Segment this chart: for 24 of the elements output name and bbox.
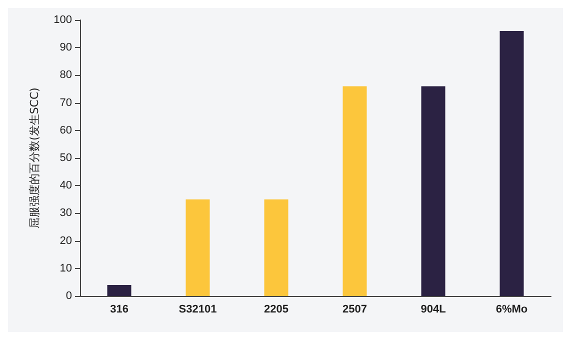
x-tick-label: 904L xyxy=(420,304,446,316)
bar xyxy=(264,199,288,296)
x-tick-label: 316 xyxy=(110,304,128,316)
y-tick-label: 70 xyxy=(60,96,72,109)
y-tick-label: 30 xyxy=(60,207,72,220)
y-tick-label: 60 xyxy=(60,124,72,136)
bar xyxy=(342,86,367,296)
y-axis-title: 屈服强度的百分数(发生SCC) xyxy=(28,88,41,228)
x-tick-label: 6%Mo xyxy=(496,304,528,316)
y-tick-label: 50 xyxy=(60,152,72,164)
x-tick-label: S32101 xyxy=(178,304,217,316)
x-tick-label: 2205 xyxy=(264,304,288,316)
y-tick-label: 10 xyxy=(60,262,72,274)
bar xyxy=(421,86,446,296)
bar xyxy=(500,31,524,296)
bar xyxy=(186,199,210,296)
y-tick-label: 100 xyxy=(54,14,72,26)
y-tick-label: 40 xyxy=(60,180,72,192)
y-tick-label: 0 xyxy=(66,290,72,302)
bar xyxy=(107,284,132,296)
y-tick-label: 80 xyxy=(60,69,72,82)
y-tick-label: 20 xyxy=(60,234,72,247)
y-tick-label: 90 xyxy=(60,42,72,54)
x-tick-label: 2507 xyxy=(342,304,367,316)
